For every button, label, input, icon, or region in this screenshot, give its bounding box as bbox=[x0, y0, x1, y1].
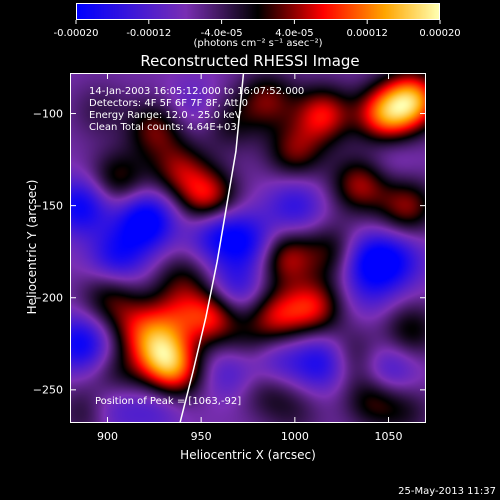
colorbar bbox=[76, 3, 440, 20]
colorbar-tick-label: -0.00012 bbox=[126, 28, 172, 39]
timestamp: 25-May-2013 11:37 bbox=[398, 486, 496, 497]
x-tick-label: 1000 bbox=[280, 430, 309, 443]
chart-title: Reconstructed RHESSI Image bbox=[140, 52, 360, 70]
y-axis-label: Heliocentric Y (arcsec) bbox=[25, 179, 39, 315]
y-tick-label: −200 bbox=[32, 291, 63, 305]
colorbar-tick-label: 0.00020 bbox=[419, 28, 461, 39]
x-tick-label: 1050 bbox=[374, 430, 403, 443]
x-axis-label: Heliocentric X (arcsec) bbox=[180, 448, 316, 462]
x-tick-label: 900 bbox=[96, 430, 118, 443]
colorbar-ticks bbox=[75, 20, 441, 24]
solar-limb-line bbox=[179, 74, 245, 422]
annotation-clean-counts: Clean Total counts: 4.64E+03 bbox=[89, 122, 237, 133]
solar-limb-overlay bbox=[179, 74, 245, 422]
colorbar-tick-label: -4.0e-05 bbox=[200, 28, 243, 39]
annotation-detectors: Detectors: 4F 5F 6F 7F 8F, Att 0 bbox=[89, 98, 249, 109]
colorbar-tick-label: 0.00012 bbox=[346, 28, 388, 39]
colorbar-tick-label: -0.00020 bbox=[53, 28, 99, 39]
colorbar-tick-label: 4.0e-05 bbox=[275, 28, 314, 39]
y-tick-label: −100 bbox=[32, 107, 63, 121]
annotation-energy-range: Energy Range: 12.0 - 25.0 keV bbox=[89, 110, 242, 121]
x-tick-label: 950 bbox=[190, 430, 212, 443]
annotation-peak-position: Position of Peak = [1063,-92] bbox=[95, 396, 242, 407]
annotation-time-range: 14-Jan-2003 16:05:12.000 to 16:07:52.000 bbox=[89, 86, 305, 97]
y-tick-label: −150 bbox=[32, 199, 63, 213]
y-tick-label: −250 bbox=[32, 383, 63, 397]
heatmap-image bbox=[71, 74, 425, 422]
colorbar-unit-label: (photons cm⁻² s⁻¹ asec⁻²) bbox=[193, 38, 323, 49]
plot-area: 14-Jan-2003 16:05:12.000 to 16:07:52.000… bbox=[70, 73, 426, 423]
